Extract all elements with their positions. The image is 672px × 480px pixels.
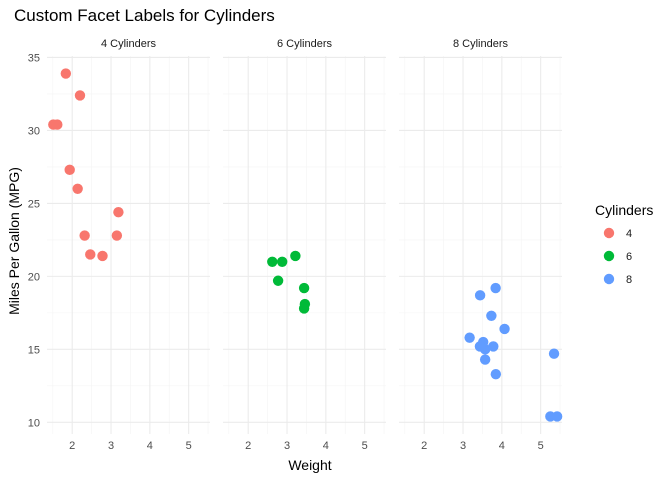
legend-key	[603, 273, 615, 285]
data-point	[72, 183, 83, 195]
data-point	[64, 164, 75, 176]
chart-title: Custom Facet Labels for Cylinders	[14, 6, 275, 25]
facet-panel: 4 Cylinders 2 3 4 5 10 15 20 25 30 35	[28, 38, 210, 452]
legend-title: Cylinders	[595, 202, 653, 218]
facet-panel: 6 Cylinders 2 3 4 5	[223, 38, 386, 452]
data-point	[267, 256, 278, 267]
data-point	[299, 298, 311, 310]
legend-label: 4	[626, 228, 632, 240]
data-point	[488, 341, 499, 352]
data-point	[479, 354, 491, 365]
y-tick-label: 15	[28, 344, 40, 356]
data-point	[499, 323, 510, 335]
data-point	[52, 119, 63, 130]
data-point	[97, 250, 108, 262]
data-point	[113, 206, 124, 218]
facet-strip-label: 8 Cylinders	[453, 38, 509, 50]
data-point	[290, 250, 301, 262]
data-point	[79, 230, 90, 241]
y-tick-label: 20	[28, 271, 40, 283]
x-tick-label: 2	[69, 440, 75, 452]
data-point	[474, 290, 486, 301]
y-tick-label: 25	[28, 198, 40, 210]
x-tick-label: 2	[245, 440, 251, 452]
data-point	[85, 249, 96, 260]
x-tick-label: 3	[108, 440, 114, 452]
data-point	[272, 275, 284, 286]
x-tick-label: 4	[499, 440, 505, 452]
data-point	[74, 90, 86, 101]
facet-panel: 8 Cylinders 2 3 4 5	[399, 38, 563, 452]
y-tick-label: 30	[28, 125, 40, 137]
legend-label: 8	[626, 274, 632, 286]
facet-strip-label: 4 Cylinders	[101, 38, 157, 50]
x-tick-label: 2	[421, 440, 427, 452]
x-tick-label: 4	[323, 440, 329, 452]
data-point	[486, 310, 497, 321]
y-tick-label: 10	[28, 417, 40, 429]
x-tick-label: 5	[538, 440, 544, 452]
x-tick-label: 3	[284, 440, 290, 452]
legend: Cylinders 4 6 8	[595, 202, 653, 286]
data-point	[298, 282, 310, 294]
data-point	[60, 68, 72, 79]
legend-label: 6	[626, 251, 632, 263]
data-point	[551, 411, 563, 422]
data-point	[548, 348, 560, 359]
legend-key	[603, 227, 615, 239]
data-point	[490, 282, 501, 294]
y-axis-title: Miles Per Gallon (MPG)	[6, 167, 22, 315]
data-point	[464, 332, 475, 343]
y-tick-label: 35	[28, 52, 40, 64]
data-point	[111, 230, 123, 241]
data-point	[276, 256, 288, 267]
x-tick-label: 5	[362, 440, 368, 452]
x-axis-title: Weight	[288, 457, 331, 473]
legend-key	[603, 250, 615, 262]
data-point	[474, 341, 486, 352]
facet-strip-label: 6 Cylinders	[277, 38, 333, 50]
data-point	[490, 368, 502, 380]
x-tick-label: 5	[186, 440, 192, 452]
x-tick-label: 3	[460, 440, 466, 452]
x-tick-label: 4	[147, 440, 153, 452]
